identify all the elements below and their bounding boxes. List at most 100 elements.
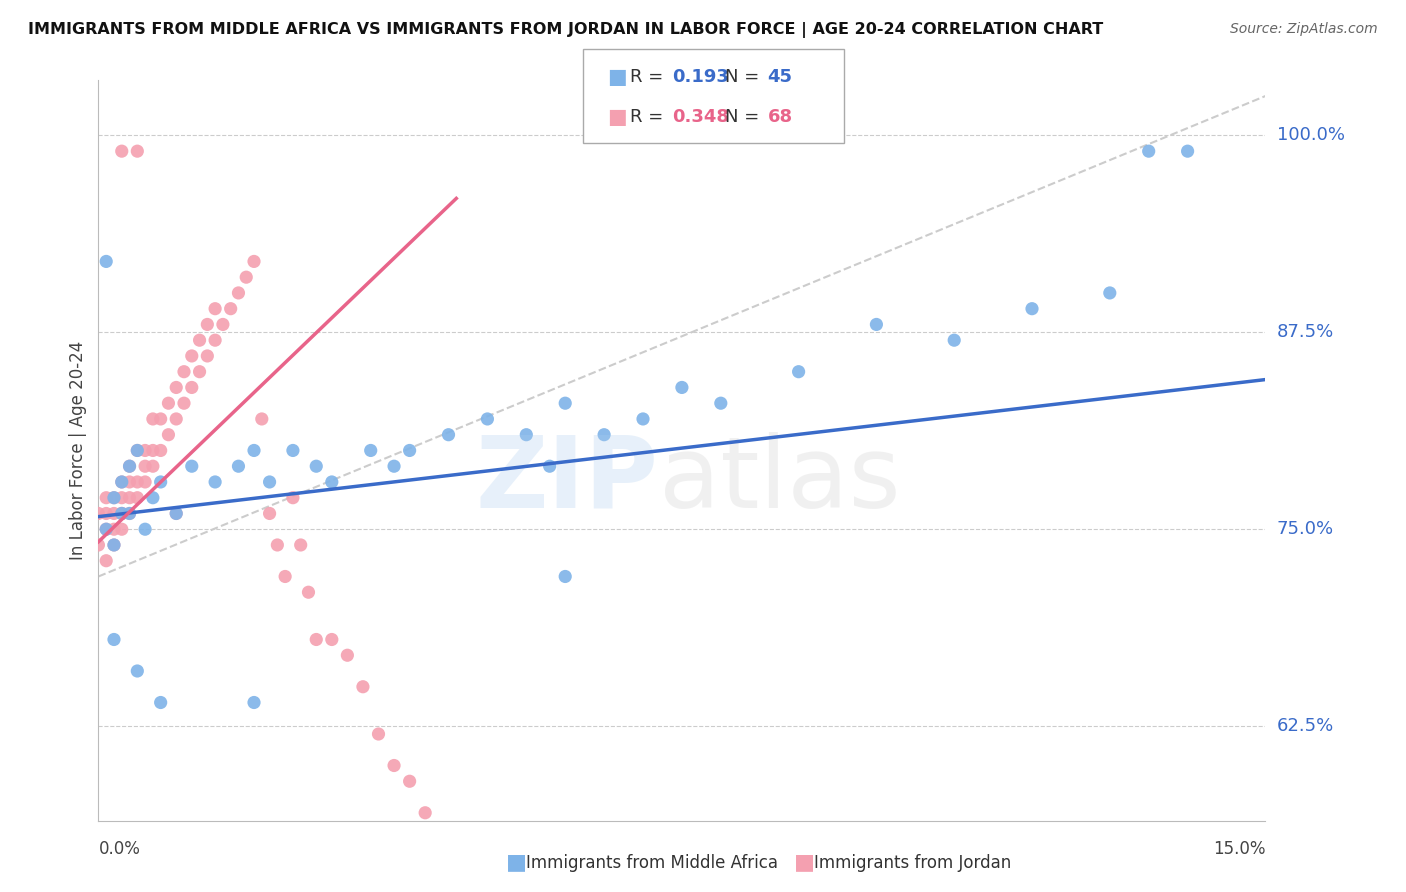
Point — [96, 554, 118, 568]
Point — [290, 538, 312, 552]
Text: 0.0%: 0.0% — [98, 839, 141, 857]
Text: 15.0%: 15.0% — [1213, 839, 1265, 857]
Point — [943, 333, 966, 347]
Point — [429, 822, 451, 836]
Point — [266, 538, 288, 552]
Point — [1098, 285, 1121, 300]
Text: R =: R = — [630, 69, 669, 87]
Point — [1137, 144, 1160, 158]
Point — [865, 318, 887, 332]
Text: Immigrants from Middle Africa: Immigrants from Middle Africa — [526, 855, 778, 872]
Point — [398, 443, 420, 458]
Point — [165, 380, 187, 394]
Point — [593, 427, 616, 442]
Point — [235, 270, 257, 285]
Text: Immigrants from Jordan: Immigrants from Jordan — [814, 855, 1011, 872]
Text: 68: 68 — [768, 108, 793, 126]
Point — [382, 758, 405, 772]
Point — [111, 522, 134, 536]
Point — [321, 475, 343, 489]
Point — [96, 254, 118, 268]
Point — [250, 412, 273, 426]
Text: 0.348: 0.348 — [672, 108, 730, 126]
Point — [103, 507, 125, 521]
Point — [274, 569, 297, 583]
Point — [360, 443, 382, 458]
Y-axis label: In Labor Force | Age 20-24: In Labor Force | Age 20-24 — [69, 341, 87, 560]
Point — [554, 396, 576, 410]
Point — [96, 522, 118, 536]
Point — [103, 632, 125, 647]
Point — [413, 805, 436, 820]
Text: 62.5%: 62.5% — [1277, 717, 1334, 735]
Point — [127, 475, 149, 489]
Point — [111, 507, 134, 521]
Text: ZIP: ZIP — [475, 432, 658, 529]
Point — [96, 491, 118, 505]
Text: 100.0%: 100.0% — [1277, 127, 1344, 145]
Point — [180, 349, 202, 363]
Text: N =: N = — [725, 69, 765, 87]
Point — [228, 285, 250, 300]
Point — [259, 475, 281, 489]
Point — [103, 491, 125, 505]
Point — [87, 538, 110, 552]
Point — [142, 459, 165, 474]
Point — [87, 507, 110, 521]
Point — [180, 459, 202, 474]
Point — [127, 443, 149, 458]
Point — [204, 333, 226, 347]
Point — [118, 459, 141, 474]
Point — [367, 727, 389, 741]
Point — [1021, 301, 1043, 316]
Text: atlas: atlas — [658, 432, 900, 529]
Point — [188, 365, 211, 379]
Point — [118, 459, 141, 474]
Point — [173, 365, 195, 379]
Point — [398, 774, 420, 789]
Text: ■: ■ — [607, 67, 627, 87]
Text: 45: 45 — [768, 69, 793, 87]
Point — [127, 491, 149, 505]
Point — [111, 507, 134, 521]
Point — [281, 491, 304, 505]
Point — [515, 427, 537, 442]
Point — [103, 538, 125, 552]
Point — [336, 648, 359, 663]
Point — [787, 365, 810, 379]
Text: 87.5%: 87.5% — [1277, 323, 1334, 342]
Point — [671, 380, 693, 394]
Point — [204, 301, 226, 316]
Point — [127, 664, 149, 678]
Point — [103, 538, 125, 552]
Text: ■: ■ — [607, 107, 627, 127]
Point — [305, 632, 328, 647]
Point — [111, 507, 134, 521]
Text: ■: ■ — [794, 853, 815, 872]
Point — [219, 301, 242, 316]
Point — [103, 522, 125, 536]
Point — [149, 475, 172, 489]
Point — [157, 427, 180, 442]
Point — [297, 585, 319, 599]
Point — [149, 443, 172, 458]
Point — [149, 696, 172, 710]
Point — [111, 475, 134, 489]
Text: ■: ■ — [506, 853, 527, 872]
Point — [142, 491, 165, 505]
Text: Source: ZipAtlas.com: Source: ZipAtlas.com — [1230, 22, 1378, 37]
Point — [111, 144, 134, 158]
Point — [212, 318, 235, 332]
Point — [103, 491, 125, 505]
Text: 75.0%: 75.0% — [1277, 520, 1334, 538]
Point — [134, 475, 156, 489]
Point — [554, 569, 576, 583]
Point — [149, 412, 172, 426]
Point — [118, 507, 141, 521]
Point — [195, 318, 218, 332]
Text: 0.193: 0.193 — [672, 69, 728, 87]
Text: N =: N = — [725, 108, 765, 126]
Point — [134, 459, 156, 474]
Point — [118, 475, 141, 489]
Point — [477, 412, 499, 426]
